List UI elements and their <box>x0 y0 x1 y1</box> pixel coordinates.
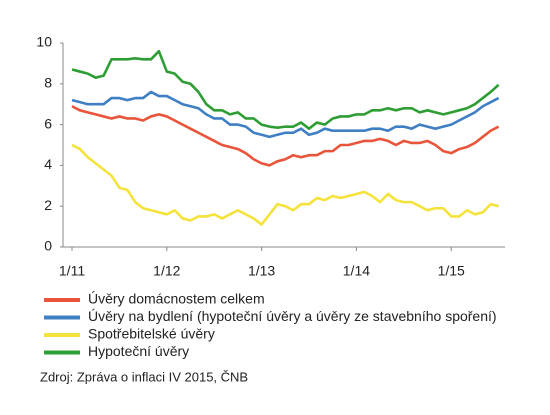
legend-label: Úvěry na bydlení (hypoteční úvěry a úvěr… <box>88 308 497 324</box>
x-tick-label: 1/12 <box>153 263 180 279</box>
legend-label: Hypoteční úvěry <box>88 343 189 359</box>
legend-label: Spotřebitelské úvěry <box>88 326 215 342</box>
series-line <box>71 49 500 130</box>
x-tick-label: 1/11 <box>59 263 85 279</box>
x-tick-label: 1/15 <box>438 263 465 279</box>
y-tick-label: 10 <box>36 34 52 50</box>
series-line <box>71 105 500 167</box>
source-note: Zdroj: Zpráva o inflaci IV 2015, ČNB <box>40 369 248 384</box>
legend-label: Úvěry domácnostem celkem <box>88 291 265 307</box>
series-line <box>71 143 499 226</box>
y-tick-label: 6 <box>44 115 52 131</box>
y-tick-label: 8 <box>44 75 52 91</box>
y-tick-label: 0 <box>44 238 52 254</box>
x-tick-label: 1/13 <box>248 263 275 279</box>
x-tick-label: 1/14 <box>343 263 370 279</box>
series-line <box>71 90 500 139</box>
y-tick-label: 4 <box>44 156 52 172</box>
y-tick-label: 2 <box>44 197 52 213</box>
